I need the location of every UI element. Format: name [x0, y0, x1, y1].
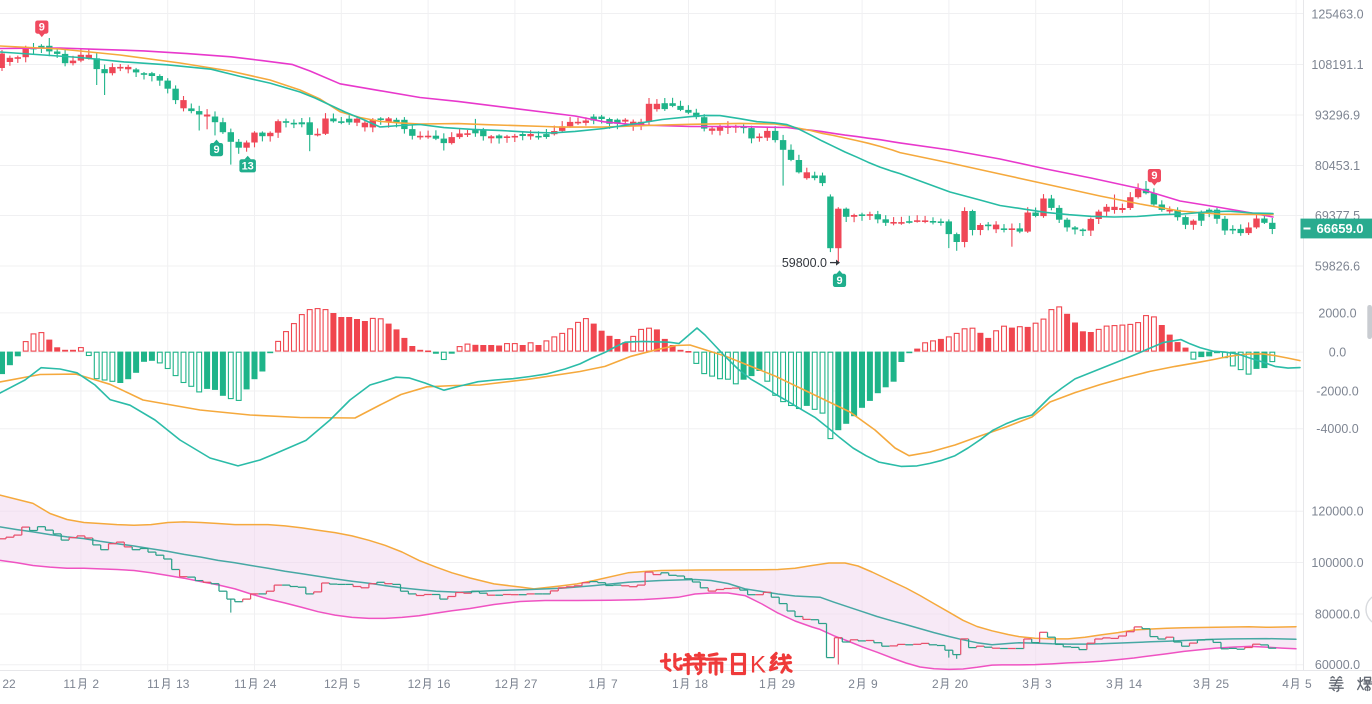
svg-text:11: 11: [63, 677, 76, 691]
svg-text:20: 20: [955, 677, 969, 691]
svg-text:9: 9: [871, 677, 878, 691]
svg-text:3: 3: [1193, 677, 1200, 691]
svg-text:5: 5: [1305, 677, 1312, 691]
svg-text:3: 3: [1106, 677, 1113, 691]
svg-text:27: 27: [524, 677, 538, 691]
svg-text:80000.0: 80000.0: [1315, 607, 1360, 621]
svg-text:1: 1: [588, 677, 595, 691]
svg-text:12: 12: [324, 677, 338, 691]
svg-text:4: 4: [1282, 677, 1289, 691]
svg-text:5: 5: [353, 677, 360, 691]
svg-text:11: 11: [147, 677, 160, 691]
svg-text:9: 9: [213, 144, 219, 156]
svg-text:-2000.0: -2000.0: [1316, 384, 1358, 398]
svg-text:18: 18: [695, 677, 709, 691]
svg-text:80453.1: 80453.1: [1315, 159, 1360, 173]
svg-text:9: 9: [39, 22, 45, 34]
svg-text:25: 25: [1216, 677, 1230, 691]
svg-text:9: 9: [1151, 170, 1157, 182]
svg-text:1: 1: [672, 677, 679, 691]
svg-text:120000.0: 120000.0: [1311, 505, 1363, 519]
svg-text:59826.6: 59826.6: [1315, 259, 1360, 273]
svg-text:66659.0: 66659.0: [1317, 221, 1364, 236]
svg-text:93296.9: 93296.9: [1315, 108, 1360, 122]
svg-text:29: 29: [782, 677, 796, 691]
svg-text:108191.1: 108191.1: [1311, 58, 1363, 72]
svg-text:16: 16: [437, 677, 451, 691]
svg-text:59800.0: 59800.0: [782, 256, 827, 270]
svg-text:12: 12: [408, 677, 422, 691]
svg-text:14: 14: [1129, 677, 1143, 691]
svg-text:13: 13: [176, 677, 190, 691]
svg-text:24: 24: [263, 677, 277, 691]
svg-text:2: 2: [848, 677, 855, 691]
svg-text:1: 1: [759, 677, 766, 691]
svg-text:2: 2: [92, 677, 99, 691]
svg-text:7: 7: [611, 677, 618, 691]
svg-text:125463.0: 125463.0: [1311, 7, 1363, 21]
svg-text:3: 3: [1022, 677, 1029, 691]
svg-text:2000.0: 2000.0: [1318, 306, 1356, 320]
svg-text:3: 3: [1045, 677, 1052, 691]
svg-text:60000.0: 60000.0: [1315, 658, 1360, 672]
svg-text:22: 22: [2, 677, 16, 691]
svg-text:2: 2: [932, 677, 939, 691]
svg-text:100000.0: 100000.0: [1311, 556, 1363, 570]
svg-text:9: 9: [836, 275, 842, 287]
svg-text:K: K: [750, 652, 766, 679]
svg-text:13: 13: [242, 160, 254, 172]
svg-text:12: 12: [495, 677, 509, 691]
svg-text:-4000.0: -4000.0: [1316, 422, 1358, 436]
svg-text:11: 11: [234, 677, 247, 691]
svg-text:0.0: 0.0: [1329, 346, 1346, 360]
